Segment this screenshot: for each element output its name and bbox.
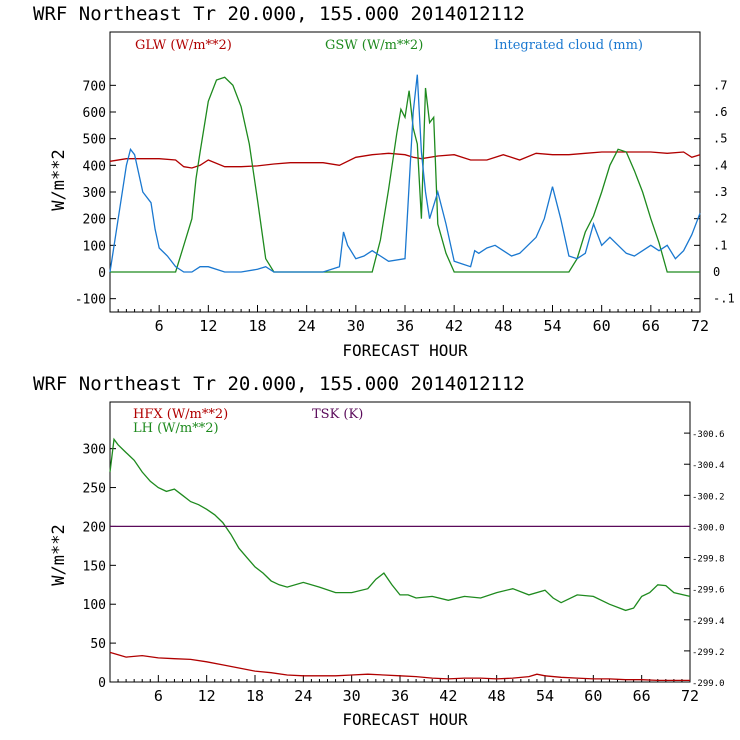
x-tick-label: 42 <box>439 687 457 705</box>
y2-tick-label: -299.0 <box>692 679 725 689</box>
y-tick-label: 500 <box>83 133 106 148</box>
top-series-lines <box>109 74 701 273</box>
bottom-x-axis-label: FORECAST HOUR <box>342 710 468 729</box>
x-tick-label: 66 <box>633 687 651 705</box>
top-right-axis-ticks: -.1 0 .1 .2 .3 .4 .5 .6 .7 <box>694 78 735 306</box>
bottom-series-lines <box>109 437 691 682</box>
x-tick-label: 72 <box>691 317 709 335</box>
x-tick-label: 72 <box>681 687 699 705</box>
top-chart: WRF Northeast Tr 20.000, 155.000 2014012… <box>33 3 735 360</box>
bottom-left-axis-ticks: 0 50 100 150 200 250 300 <box>83 443 116 691</box>
y2-tick-label: -299.4 <box>692 617 725 627</box>
y-tick-label: 600 <box>83 106 106 121</box>
y2-tick-label: -299.2 <box>692 648 725 658</box>
top-plot-frame <box>109 31 701 313</box>
x-tick-label: 30 <box>343 687 361 705</box>
x-tick-label: 54 <box>543 317 561 335</box>
bottom-plot-frame <box>109 401 691 683</box>
top-y-axis-label: W/m**2 <box>49 149 69 210</box>
y2-tick-label: -.1 <box>713 292 735 306</box>
y2-tick-label: .4 <box>713 158 727 172</box>
y2-tick-label: -300.4 <box>692 461 725 471</box>
x-tick-label: 6 <box>155 317 164 335</box>
y2-tick-label: .7 <box>713 78 727 92</box>
y-tick-label: 700 <box>83 79 106 94</box>
bottom-chart-title: WRF Northeast Tr 20.000, 155.000 2014012… <box>33 373 525 395</box>
bottom-right-axis-ticks: -299.0 -299.2 -299.4 -299.6 -299.8 -300.0 -300… <box>684 430 725 689</box>
legend-integrated-cloud: Integrated cloud (mm) <box>494 38 643 53</box>
series-line-2 <box>109 74 701 273</box>
top-x-axis-label: FORECAST HOUR <box>342 341 468 360</box>
x-tick-label: 42 <box>445 317 463 335</box>
x-tick-label: 30 <box>347 317 365 335</box>
y2-tick-label: -300.6 <box>692 430 725 440</box>
x-tick-label: 36 <box>396 317 414 335</box>
y-tick-label: 300 <box>83 443 106 458</box>
y2-tick-label: 0 <box>713 265 720 279</box>
x-tick-label: 60 <box>584 687 602 705</box>
legend-hfx: HFX (W/m**2) <box>133 407 228 422</box>
top-left-axis-ticks: -100 0 100 200 300 400 500 600 700 <box>75 79 116 308</box>
x-tick-label: 18 <box>248 317 266 335</box>
series-line-1 <box>110 76 700 273</box>
bottom-y-axis-label: W/m**2 <box>49 524 69 585</box>
x-tick-label: 48 <box>488 687 506 705</box>
y-tick-label: 100 <box>83 598 106 613</box>
y-tick-label: 200 <box>83 213 106 228</box>
y-tick-label: 100 <box>83 239 106 254</box>
bottom-chart: WRF Northeast Tr 20.000, 155.000 2014012… <box>33 373 725 729</box>
top-x-axis-ticks: 6 12 18 24 30 36 42 48 54 60 66 72 <box>117 305 709 335</box>
y2-tick-label: -299.6 <box>692 586 725 596</box>
y2-tick-label: .5 <box>713 132 727 146</box>
legend-tsk: TSK (K) <box>312 407 363 422</box>
x-tick-label: 12 <box>198 687 216 705</box>
y2-tick-label: -299.8 <box>692 555 725 565</box>
y2-tick-label: .6 <box>713 105 727 119</box>
y2-tick-label: .3 <box>713 185 727 199</box>
y-tick-label: 50 <box>90 637 106 652</box>
x-tick-label: 24 <box>298 317 316 335</box>
y-tick-label: 200 <box>83 520 106 535</box>
legend-glw: GLW (W/m**2) <box>135 38 232 53</box>
x-tick-label: 12 <box>199 317 217 335</box>
y-tick-label: 0 <box>98 676 106 691</box>
x-tick-label: 6 <box>154 687 163 705</box>
y2-tick-label: -300.2 <box>692 492 725 502</box>
y-tick-label: 400 <box>83 159 106 174</box>
x-tick-label: 66 <box>642 317 660 335</box>
x-tick-label: 48 <box>494 317 512 335</box>
y-tick-label: 300 <box>83 186 106 201</box>
series-line-1 <box>109 437 691 612</box>
y-tick-label: -100 <box>75 293 106 308</box>
y-tick-label: 250 <box>83 482 106 497</box>
y2-tick-label: .1 <box>713 238 727 252</box>
x-tick-label: 18 <box>246 687 264 705</box>
x-tick-label: 36 <box>391 687 409 705</box>
y-tick-label: 0 <box>98 266 106 281</box>
x-tick-label: 54 <box>536 687 554 705</box>
y-tick-label: 150 <box>83 559 106 574</box>
y2-tick-label: -300.0 <box>692 523 725 533</box>
x-tick-label: 24 <box>294 687 312 705</box>
y2-tick-label: .2 <box>713 212 727 226</box>
legend-gsw: GSW (W/m**2) <box>325 38 423 53</box>
bottom-x-axis-ticks: 6 12 18 24 30 36 42 48 54 60 66 72 <box>117 675 699 705</box>
x-tick-label: 60 <box>593 317 611 335</box>
legend-lh: LH (W/m**2) <box>133 421 219 436</box>
series-line-0 <box>109 651 690 682</box>
top-chart-title: WRF Northeast Tr 20.000, 155.000 2014012… <box>33 3 525 25</box>
